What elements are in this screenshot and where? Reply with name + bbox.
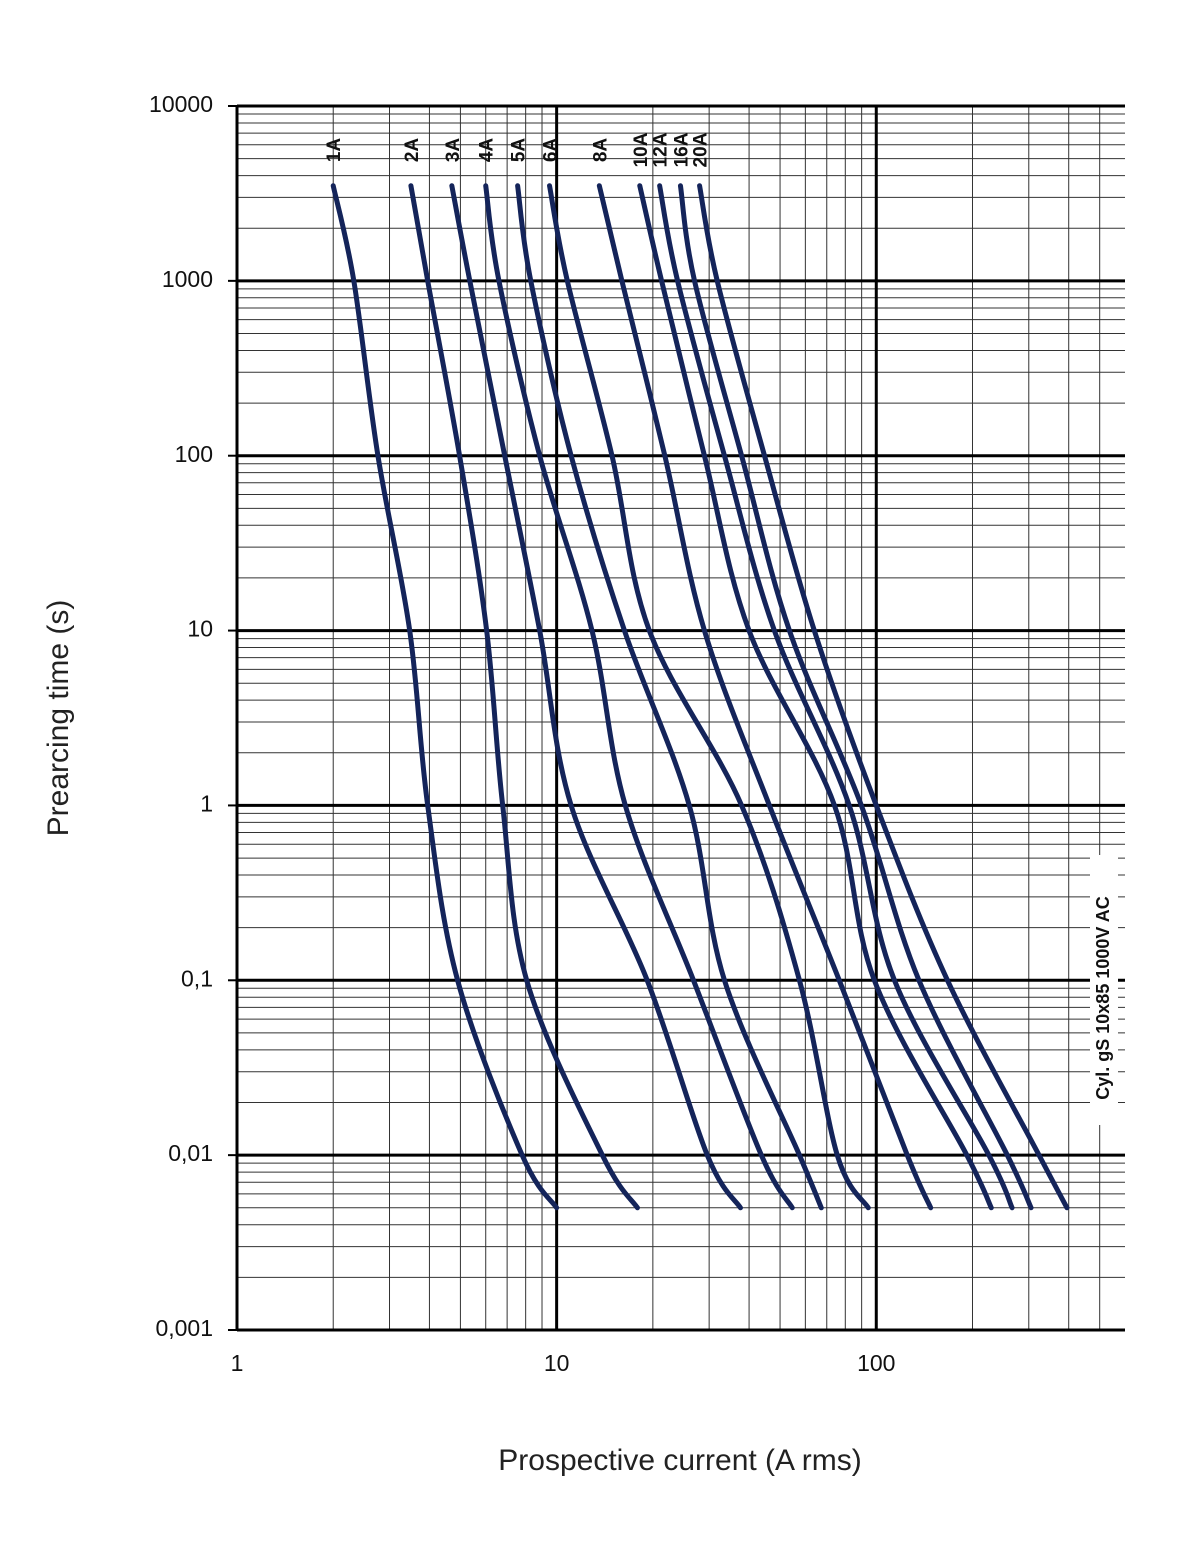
y-axis-title: Prearcing time (s) (42, 600, 75, 837)
x-tick-label: 10 (544, 1350, 570, 1376)
curve-label: 20A (691, 132, 712, 167)
curve-label: 6A (541, 138, 562, 163)
curve-label: 1A (324, 138, 345, 163)
fuse-curve (515, 183, 824, 1211)
y-tick-label: 0,1 (181, 965, 213, 991)
fuse-curve (483, 183, 795, 1211)
fuse-curve (547, 183, 871, 1211)
curve-label: 3A (443, 138, 464, 163)
fuse-curve (697, 183, 1070, 1211)
curve-label: 2A (402, 138, 423, 163)
x-tick-label: 1 (231, 1350, 244, 1376)
annotation-box (1090, 855, 1118, 1125)
fuse-curve (408, 183, 640, 1211)
x-tick-label: 100 (857, 1350, 895, 1376)
x-axis-title: Prospective current (A rms) (498, 1444, 861, 1477)
fuse-curve (449, 183, 743, 1211)
y-tick-label: 0,01 (168, 1140, 213, 1166)
y-tick-label: 10 (187, 616, 213, 642)
y-tick-label: 1 (200, 791, 213, 817)
fuse-curve (677, 183, 1034, 1211)
curve-label: 10A (631, 132, 652, 167)
fuse-curve (657, 183, 1015, 1211)
y-tick-label: 100 (175, 441, 213, 467)
curve-label: 12A (651, 132, 672, 167)
fuse-curve (637, 183, 994, 1211)
fuse-curve (330, 183, 560, 1211)
y-tick-label: 1000 (162, 266, 213, 292)
annotation: Cyl. gS 10x85 1000V AC (1093, 896, 1113, 1099)
curve-label: 16A (671, 132, 692, 167)
y-tick-label: 10000 (149, 91, 213, 117)
curve-label: 5A (509, 138, 530, 163)
curve-label: 4A (477, 138, 498, 163)
y-tick-label: 0,001 (155, 1315, 213, 1341)
curve-label: 8A (590, 138, 611, 163)
fuse-curve (596, 183, 934, 1211)
